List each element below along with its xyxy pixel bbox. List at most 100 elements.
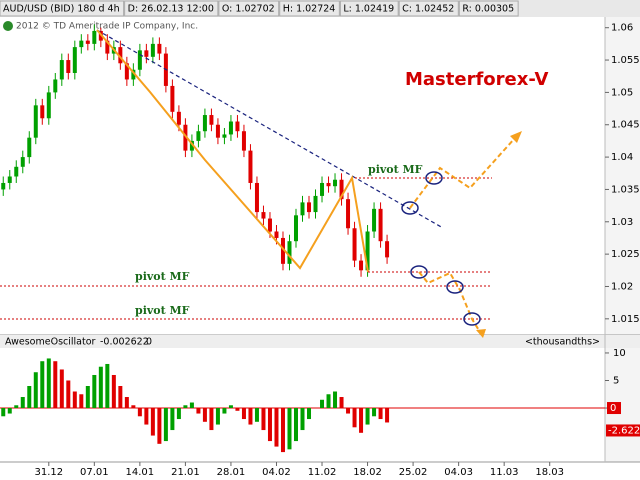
candle-body xyxy=(46,92,51,119)
candle-body xyxy=(339,179,344,200)
osc-bar xyxy=(365,408,370,425)
y-tick-label: 1.045 xyxy=(611,120,640,131)
marker xyxy=(446,280,464,294)
candle-body xyxy=(378,208,383,242)
candle-body xyxy=(352,228,357,261)
osc-bar xyxy=(274,408,279,447)
copyright: 2012 © TD Ameritrade IP Company, Inc. xyxy=(16,22,198,32)
forecast-up xyxy=(409,137,516,209)
header-cell-border xyxy=(124,0,219,17)
osc-bar xyxy=(79,394,84,409)
candle-body xyxy=(248,150,253,183)
candle-body xyxy=(261,212,266,219)
y-tick-label: 1.015 xyxy=(611,314,640,325)
osc-bar xyxy=(85,386,90,409)
x-tick-label: 04.03 xyxy=(444,467,473,478)
y-tick-label: 10 xyxy=(613,348,626,359)
osc-bar xyxy=(359,408,364,433)
x-tick-label: 14.01 xyxy=(126,467,155,478)
y-tick-label: 1.03 xyxy=(611,217,633,228)
markers xyxy=(401,171,481,326)
candle-body xyxy=(320,182,325,196)
candle-body xyxy=(235,121,240,132)
wave-line xyxy=(96,29,369,273)
osc-bar xyxy=(7,408,12,414)
marker xyxy=(410,265,428,279)
candle-body xyxy=(222,134,227,138)
osc-bar xyxy=(111,374,116,409)
osc-bar xyxy=(202,408,207,422)
header-cell: L: 1.02419 xyxy=(343,4,394,15)
osc-bar xyxy=(14,405,19,409)
y-tick-label: 1.02 xyxy=(611,281,633,292)
candle-body xyxy=(105,40,110,54)
header-cell: H: 1.02724 xyxy=(283,4,336,15)
candle-body xyxy=(326,182,331,187)
osc-bar xyxy=(27,386,32,409)
y-tick-label: 1.035 xyxy=(611,184,640,195)
candle-body xyxy=(189,140,194,151)
x-tick-label: 07.01 xyxy=(80,467,109,478)
header-cell-border xyxy=(279,0,340,17)
price-panel: 1.015 1.02 1.025 1.03 1.035 1.04 1.045 1.05 1.05… xyxy=(1,23,640,325)
x-tick-label: 11.02 xyxy=(308,467,337,478)
osc-bar xyxy=(346,408,351,414)
osc-bar xyxy=(385,408,390,423)
osc-bar xyxy=(170,408,175,431)
y-tick-label: 1.025 xyxy=(611,249,640,260)
candle-body xyxy=(346,199,351,229)
osc-title: AwesomeOscillator xyxy=(5,337,96,348)
header-cell-border xyxy=(218,0,280,17)
osc-bar xyxy=(163,408,168,442)
x-tick-label: 18.02 xyxy=(353,467,382,478)
candle-body xyxy=(85,40,90,44)
candle-body xyxy=(241,131,246,151)
candle-body xyxy=(202,115,207,132)
osc-bar xyxy=(189,402,194,409)
candle-body xyxy=(274,231,279,238)
x-tick-label: 25.02 xyxy=(399,467,428,478)
candle-body xyxy=(14,166,19,177)
candle-body xyxy=(170,85,175,112)
pivot-label: pivot MF xyxy=(135,270,190,283)
osc-bar xyxy=(326,394,331,409)
last-value-label: -2.622 xyxy=(608,425,640,436)
osc-bar xyxy=(20,397,25,409)
candle-body xyxy=(137,50,142,70)
candle-body xyxy=(131,69,136,80)
x-tick-label: 21.01 xyxy=(171,467,200,478)
candle-body xyxy=(333,179,338,187)
osc-bar xyxy=(307,408,312,420)
y-tick-label: 0 xyxy=(610,403,616,414)
candle-body xyxy=(124,63,129,80)
osc-bar xyxy=(261,408,266,431)
candle-body xyxy=(287,241,292,264)
candle-body xyxy=(92,30,97,44)
pivot-label: pivot MF xyxy=(135,304,190,317)
candle-body xyxy=(196,131,201,141)
candle-body xyxy=(20,157,25,167)
candle-body xyxy=(33,105,38,138)
annotation-title: Masterforex-V xyxy=(405,69,549,90)
candle-body xyxy=(176,111,181,125)
candle-body xyxy=(79,40,84,48)
osc-header xyxy=(0,335,640,348)
candle-body xyxy=(144,50,149,57)
osc-bar xyxy=(372,408,377,417)
osc-bar xyxy=(267,408,272,442)
osc-bar xyxy=(228,405,233,409)
osc-bar xyxy=(293,408,298,442)
pivot-lines xyxy=(0,177,492,320)
osc-panel: 10 5 0 -2.622 31.12 07.01 14.01 21.01 28.01 04.02… xyxy=(0,348,640,478)
logo xyxy=(3,21,13,31)
header-cell: AUD/USD (BID) 180 d 4h xyxy=(3,4,120,15)
y-tick-label: 1.05 xyxy=(611,87,633,98)
osc-bar xyxy=(72,391,77,409)
osc-bar xyxy=(287,408,292,450)
osc-bar xyxy=(280,408,285,453)
osc-bar xyxy=(40,361,45,409)
candle-body xyxy=(72,47,77,73)
osc-bar xyxy=(46,358,51,409)
candle-body xyxy=(59,60,64,80)
